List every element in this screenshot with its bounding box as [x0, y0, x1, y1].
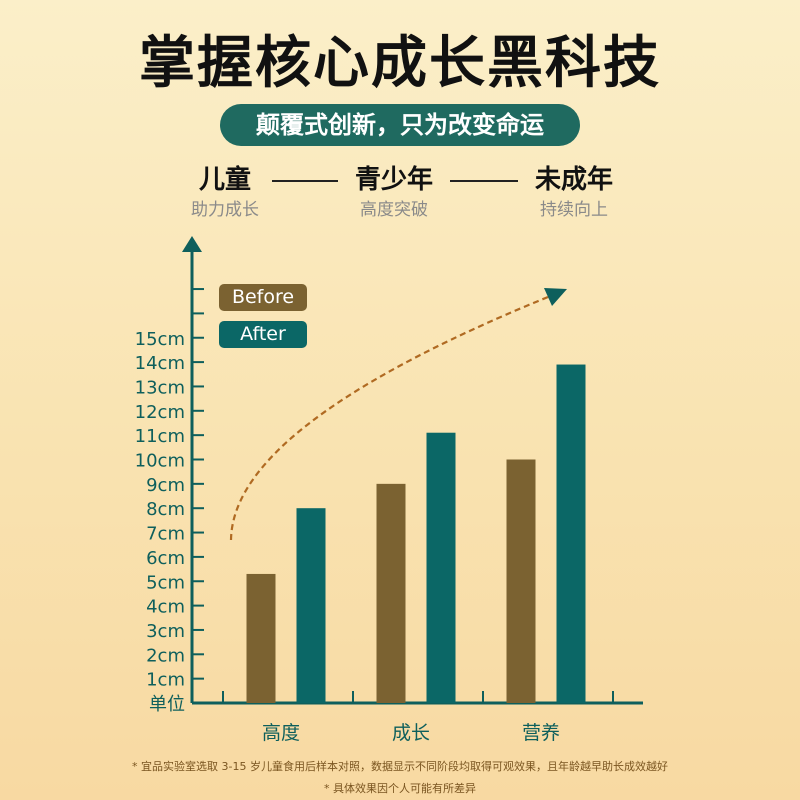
y-tick-label: 3cm: [146, 621, 185, 642]
y-tick-label: 6cm: [146, 548, 185, 569]
bar-before: [506, 459, 536, 703]
bar-after: [556, 364, 586, 703]
stage-minor-sub: 持续向上: [540, 200, 608, 220]
legend-before: Before: [219, 284, 307, 311]
y-tick-label: 14cm: [135, 353, 185, 374]
stage-minor: 未成年 持续向上: [524, 164, 624, 222]
y-tick-label: 2cm: [146, 645, 185, 666]
y-tick-label: 11cm: [135, 426, 185, 447]
y-tick-label: 8cm: [146, 499, 185, 520]
stage-child-name: 儿童: [198, 165, 251, 195]
y-tick-label: 15cm: [135, 329, 185, 350]
bar-before: [246, 573, 276, 703]
y-tick-label: 7cm: [146, 524, 185, 545]
stage-minor-name: 未成年: [534, 165, 613, 195]
page-title: 掌握核心成长黑科技: [139, 31, 661, 96]
footnote-disclaimer: * 具体效果因个人可能有所差异: [324, 782, 476, 795]
x-category-label: 营养: [522, 722, 560, 744]
stage-teen: 青少年 高度突破: [344, 164, 444, 222]
stage-child-sub: 助力成长: [191, 200, 259, 220]
trend-arrow-head: [544, 288, 567, 306]
y-tick-label: 12cm: [135, 402, 185, 423]
x-category-label: 高度: [262, 722, 300, 744]
y-tick-label: 10cm: [135, 451, 185, 472]
x-category-label: 成长: [392, 722, 430, 744]
y-tick-label: 13cm: [135, 377, 185, 398]
stage-teen-sub: 高度突破: [360, 200, 428, 220]
y-tick-label: 5cm: [146, 572, 185, 593]
stage-child: 儿童 助力成长: [180, 164, 270, 222]
legend-after: After: [219, 321, 307, 348]
y-axis-arrow: [182, 236, 202, 252]
stage-teen-name: 青少年: [354, 165, 433, 195]
trend-arrow-line: [229, 295, 549, 541]
stage-connector-2: [450, 180, 518, 182]
y-tick-label: 4cm: [146, 597, 185, 618]
subtitle-banner: 颠覆式创新，只为改变命运: [220, 104, 580, 146]
bar-before: [376, 483, 406, 703]
footnote-sample: * 宜品实验室选取 3-15 岁儿童食用后样本对照，数据显示不同阶段均取得可观效…: [132, 760, 668, 773]
stage-connector-1: [272, 180, 338, 182]
bar-after: [296, 508, 326, 703]
bar-after: [426, 432, 456, 703]
y-unit-label: 单位: [149, 694, 185, 715]
y-tick-label: 1cm: [146, 670, 185, 691]
y-tick-label: 9cm: [146, 475, 185, 496]
